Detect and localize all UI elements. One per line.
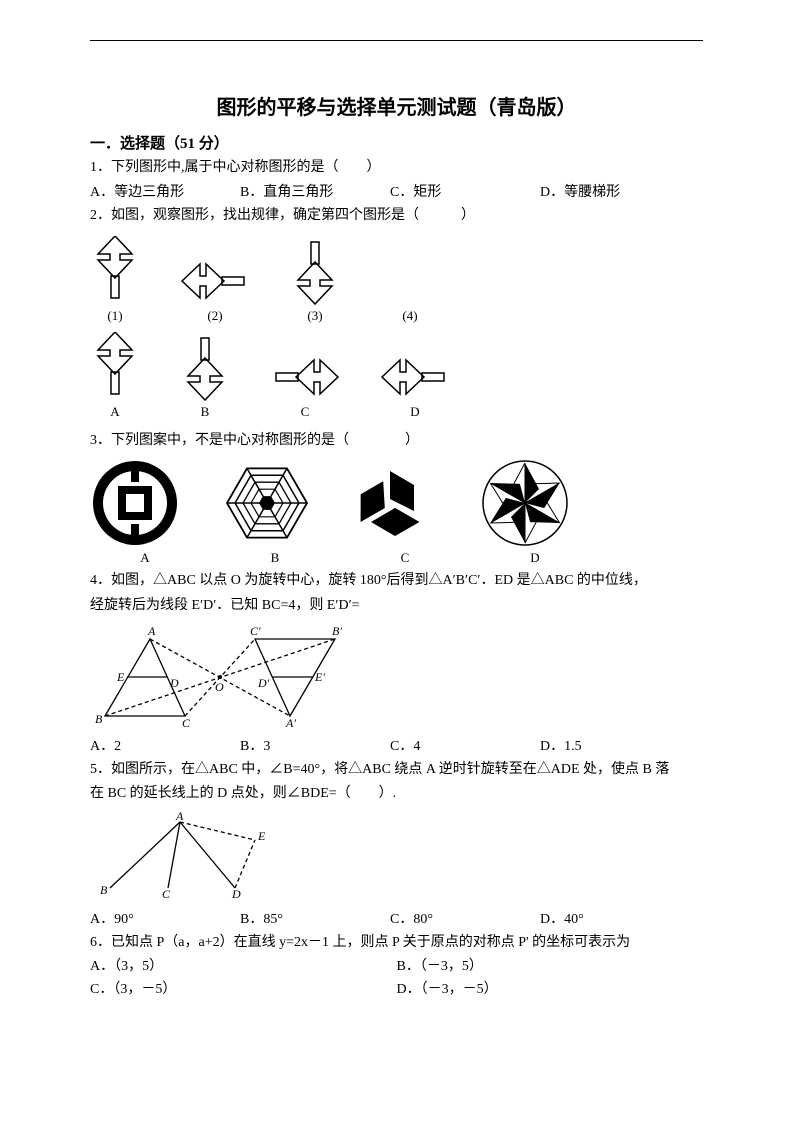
q2-label-3: (3) (290, 308, 340, 324)
q4-line2: 经旋转后为线段 E′D′．已知 BC=4，则 E′D′= (90, 595, 703, 617)
pt-E: E (116, 670, 125, 684)
page: 图形的平移与选择单元测试题（青岛版） 一．选择题（51 分） 1．下列图形中,属… (0, 0, 793, 1122)
pt-Ap: A′ (285, 716, 296, 730)
q2-fig-1: (1) (90, 236, 140, 324)
q2-opt-label-c: C (270, 404, 340, 420)
q2-opt-label-a: A (90, 404, 140, 420)
q6-opt-b: B．（－3，5） (397, 956, 704, 978)
q6-opt-d: D．（－3，－5） (397, 979, 704, 1001)
arrow-down-double-icon (180, 332, 230, 402)
q1-opt-b: B．直角三角形 (240, 181, 350, 201)
q1-opt-d: D．等腰梯形 (540, 181, 650, 201)
q4-options: A．2 B．3 C．4 D．1.5 (90, 735, 703, 755)
q4-opt-a: A．2 (90, 735, 200, 755)
pt-A: A (147, 624, 156, 638)
q4-line1: 4．如图，△ABC 以点 O 为旋转中心，旋转 180°后得到△A′B′C′．E… (90, 570, 703, 592)
q2-opt-label-d: D (380, 404, 450, 420)
q5-figure: A B C D E (90, 810, 703, 900)
q3-label-b: B (220, 550, 330, 566)
pt5-B: B (100, 883, 108, 897)
q3-fig-c: C (350, 458, 460, 566)
arrow-left-double-icon (380, 352, 450, 402)
pt5-C: C (162, 887, 171, 900)
q6-opt-c: C．（3，－5） (90, 979, 397, 1001)
q2-label-1: (1) (90, 308, 140, 324)
q1-opt-c: C．矩形 (390, 181, 500, 201)
q2-fig-3: (3) (290, 236, 340, 324)
q6-text: 6．已知点 P（a，a+2）在直线 y=2x－1 上，则点 P 关于原点的对称点… (90, 932, 703, 954)
pt-Bp: B′ (332, 624, 342, 638)
pt-B: B (95, 712, 103, 726)
q2-opt-fig-a: A (90, 332, 140, 420)
arrow-down-double-icon (290, 236, 340, 306)
q4-figure: A B C E D O C′ B′ A′ D′ E′ (90, 621, 703, 731)
q2-text: 2．如图，观察图形，找出规律，确定第四个图形是（ ） (90, 205, 703, 227)
q6-opt-a: A．（3，5） (90, 956, 397, 978)
q3-fig-a: A (90, 458, 200, 566)
triangle-rotation-icon: A B C D E (90, 810, 310, 900)
pt5-E: E (257, 829, 266, 843)
q3-fig-d: D (480, 458, 590, 566)
q2-fig-2: (2) (180, 256, 250, 324)
pt-C: C (182, 716, 191, 730)
q3-label-c: C (350, 550, 460, 566)
pt-Dp: D′ (257, 676, 270, 690)
q2-opt-label-b: B (180, 404, 230, 420)
pt-O: O (215, 680, 224, 694)
q3-figs: A B (90, 458, 703, 566)
triskelion-icon (350, 458, 430, 548)
arrow-left-double-icon (180, 256, 250, 306)
q2-top-figs: (1) (2) (3) (4) (90, 236, 703, 324)
q2-label-2: (2) (180, 308, 250, 324)
q4-opt-d: D．1.5 (540, 735, 650, 755)
q5-line1: 5．如图所示，在△ABC 中，∠B=40°，将△ABC 绕点 A 逆时针旋转至在… (90, 759, 703, 781)
q1-text: 1．下列图形中,属于中心对称图形的是（ ） (90, 157, 703, 179)
q2-opt-fig-b: B (180, 332, 230, 420)
pt-Ep: E′ (314, 670, 325, 684)
star-circle-icon (480, 458, 570, 548)
q4-opt-c: C．4 (390, 735, 500, 755)
q5-opt-b: B．85° (240, 908, 350, 928)
q5-opt-d: D．40° (540, 908, 650, 928)
pt-Cp: C′ (250, 624, 261, 638)
arrow-up-double-icon (90, 236, 140, 306)
section-heading: 一．选择题（51 分） (90, 132, 703, 153)
arrow-up-double-icon (90, 332, 140, 402)
q1-options: A．等边三角形 B．直角三角形 C．矩形 D．等腰梯形 (90, 181, 703, 201)
page-title: 图形的平移与选择单元测试题（青岛版） (90, 91, 703, 120)
q2-opt-fig-d: D (380, 352, 450, 420)
arrow-right-double-icon (270, 352, 340, 402)
q2-bottom-figs: A B C D (90, 332, 703, 420)
pt5-A: A (175, 810, 184, 823)
q3-fig-b: B (220, 458, 330, 566)
q4-opt-b: B．3 (240, 735, 350, 755)
q2-label-4: (4) (380, 308, 440, 324)
hexagon-web-icon (220, 458, 315, 548)
q5-line2: 在 BC 的延长线上的 D 点处，则∠BDE=（ ）. (90, 783, 703, 805)
top-rule (90, 40, 703, 41)
pt5-D: D (231, 887, 241, 900)
q2-opt-fig-c: C (270, 352, 340, 420)
rotation-diagram-icon: A B C E D O C′ B′ A′ D′ E′ (90, 621, 350, 731)
q3-label-a: A (90, 550, 200, 566)
q5-opt-c: C．80° (390, 908, 500, 928)
q3-label-d: D (480, 550, 590, 566)
q5-opt-a: A．90° (90, 908, 200, 928)
pt-D: D (169, 676, 179, 690)
q5-options: A．90° B．85° C．80° D．40° (90, 908, 703, 928)
q6-options: A．（3，5） B．（－3，5） C．（3，－5） D．（－3，－5） (90, 956, 703, 1001)
q1-opt-a: A．等边三角形 (90, 181, 200, 201)
q2-fig-4: (4) (380, 246, 440, 324)
q3-text: 3．下列图案中，不是中心对称图形的是（ ） (90, 430, 703, 452)
bank-logo-icon (90, 458, 180, 548)
